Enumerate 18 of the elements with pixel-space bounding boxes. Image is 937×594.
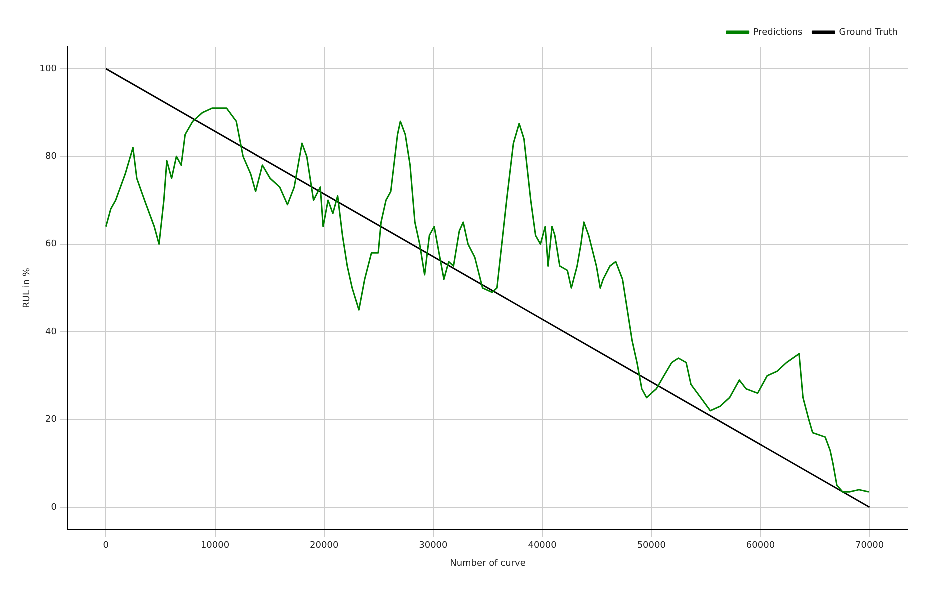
y-tick-label: 80 [46,152,58,162]
y-axis-title: RUL in % [22,268,33,308]
y-tick-label: 20 [46,415,58,426]
x-tick-label: 30000 [419,541,448,552]
legend-label: Predictions [753,28,804,38]
y-tick-label: 40 [46,327,58,338]
y-tick-label: 0 [51,502,58,513]
x-tick-label: 60000 [746,541,776,552]
x-axis-title: Number of curve [450,558,526,569]
x-tick-label: 0 [103,541,110,552]
x-tick-label: 70000 [855,541,884,552]
x-tick-label: 40000 [528,541,558,552]
legend-label: Ground Truth [839,28,898,38]
x-tick-label: 20000 [310,541,339,552]
y-tick-label: 100 [40,64,58,74]
y-tick-label: 60 [46,240,58,250]
x-tick-label: 10000 [200,541,230,552]
x-tick-label: 50000 [637,541,666,552]
